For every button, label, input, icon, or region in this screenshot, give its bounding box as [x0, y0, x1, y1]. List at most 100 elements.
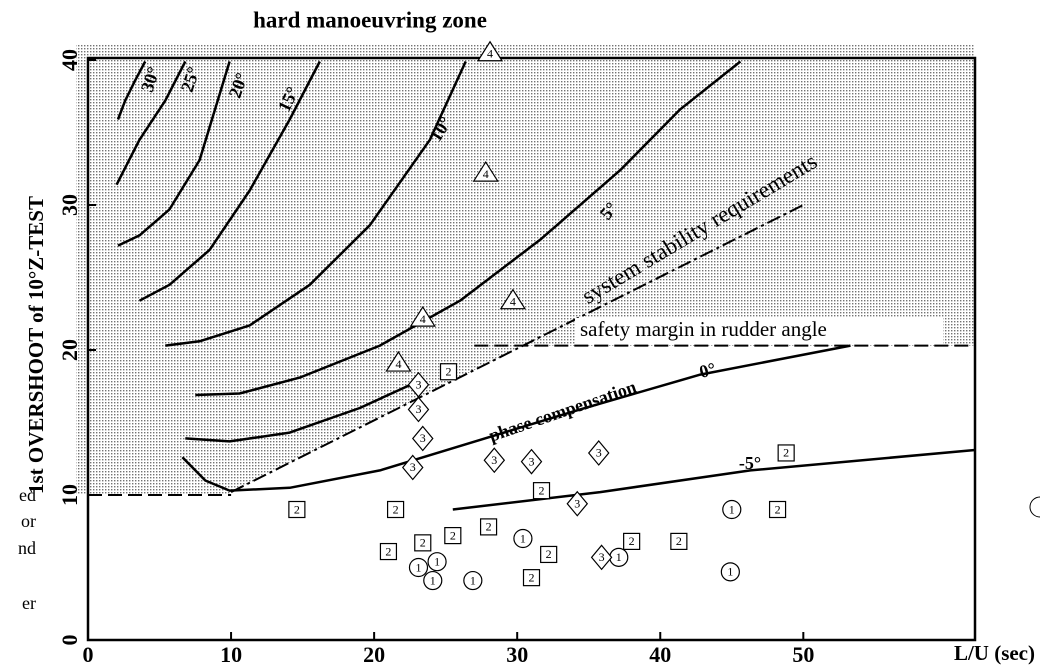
point: [540, 545, 558, 564]
x-tick-label: 0: [83, 642, 94, 666]
point-label: 2: [775, 502, 781, 516]
point: [566, 490, 589, 517]
point-label: 2: [546, 547, 552, 561]
hard-zone: [76, 45, 975, 495]
point: [483, 447, 506, 474]
point: [439, 363, 458, 381]
curve-label: 0°: [697, 358, 718, 382]
point-label: 2: [486, 520, 492, 534]
point: [401, 454, 424, 481]
point-label: 1: [434, 554, 440, 568]
curve: [116, 60, 147, 120]
curve: [138, 60, 321, 302]
x-tick-label: 10: [220, 642, 242, 666]
edge-fragment: [1029, 496, 1040, 518]
point-label: 1: [727, 565, 733, 579]
x-axis-label: L/U (sec): [954, 641, 1035, 665]
curve: [181, 344, 851, 492]
point-label: 3: [415, 402, 421, 416]
y-tick-label: 40: [57, 49, 82, 71]
curve: [165, 60, 467, 347]
boundary-line: [230, 204, 804, 493]
point: [476, 40, 504, 62]
point: [513, 528, 533, 549]
margin-fragment: er: [22, 593, 36, 613]
point-label: 3: [491, 453, 497, 467]
point-label: 1: [729, 502, 735, 516]
point-label: 2: [629, 534, 635, 548]
chart-title: hard manoeuvring zone: [253, 7, 487, 32]
point: [444, 526, 462, 545]
point: [408, 557, 429, 578]
point-label: 2: [450, 528, 456, 542]
point-label: 3: [599, 550, 605, 564]
x-tick-label: 50: [792, 642, 814, 666]
y-tick-label: 0: [57, 635, 82, 646]
label-bg: [575, 318, 943, 344]
point: [720, 562, 740, 582]
point-label: 3: [415, 378, 421, 392]
point-label: 1: [415, 560, 421, 574]
point: [411, 425, 434, 452]
point-label: 2: [385, 544, 391, 558]
point-label: 3: [574, 496, 580, 510]
point-label: 2: [539, 483, 545, 497]
point: [670, 532, 688, 551]
point: [288, 500, 306, 519]
point-label: 2: [446, 365, 452, 379]
point-label: 4: [395, 357, 401, 371]
point: [463, 570, 483, 591]
point-label: 3: [596, 446, 602, 460]
y-tick-label: 20: [57, 339, 82, 361]
point: [777, 444, 795, 462]
y-tick-label: 30: [57, 194, 82, 216]
point-label: 4: [487, 47, 493, 61]
point-label: 1: [430, 573, 436, 587]
point-label: 2: [529, 570, 535, 584]
point: [590, 544, 613, 571]
curve: [185, 379, 421, 443]
point: [423, 570, 443, 591]
y-axis-label: 1st OVERSHOOT of 10°Z-TEST: [24, 196, 48, 494]
point-label: 2: [783, 446, 789, 460]
point: [386, 500, 405, 519]
point-label: 4: [483, 167, 489, 181]
point: [522, 569, 541, 587]
point-label: 2: [294, 502, 300, 516]
point-label: 4: [510, 294, 516, 308]
point: [587, 440, 610, 466]
point: [472, 160, 499, 182]
curve-label: -5°: [739, 453, 761, 473]
margin-fragment: or: [21, 511, 36, 531]
point: [623, 532, 641, 551]
point-label: 4: [420, 312, 426, 326]
curve: [115, 60, 187, 186]
point: [427, 552, 447, 572]
boundary-label: safety margin in rudder angle: [580, 317, 827, 341]
margin-fragment: nd: [18, 538, 36, 558]
point: [532, 482, 551, 500]
point-label: 2: [676, 534, 682, 548]
point-label: 3: [529, 454, 535, 468]
point: [409, 305, 436, 327]
point-label: 3: [420, 431, 426, 445]
curve: [452, 448, 976, 511]
curve: [195, 60, 742, 397]
point: [414, 534, 432, 552]
point: [479, 518, 498, 536]
point-label: 1: [470, 573, 476, 587]
point: [768, 500, 787, 519]
point: [499, 288, 526, 310]
point-label: 2: [393, 502, 399, 516]
y-tick-label: 10: [57, 484, 82, 506]
annotation: phase compensation: [486, 376, 639, 445]
point: [722, 499, 742, 520]
point-label: 1: [520, 531, 526, 545]
x-tick-label: 40: [649, 642, 671, 666]
x-tick-label: 20: [363, 642, 385, 666]
point: [520, 448, 543, 475]
x-tick-label: 30: [506, 642, 528, 666]
point: [379, 542, 398, 561]
margin-fragment: ed: [19, 485, 36, 505]
